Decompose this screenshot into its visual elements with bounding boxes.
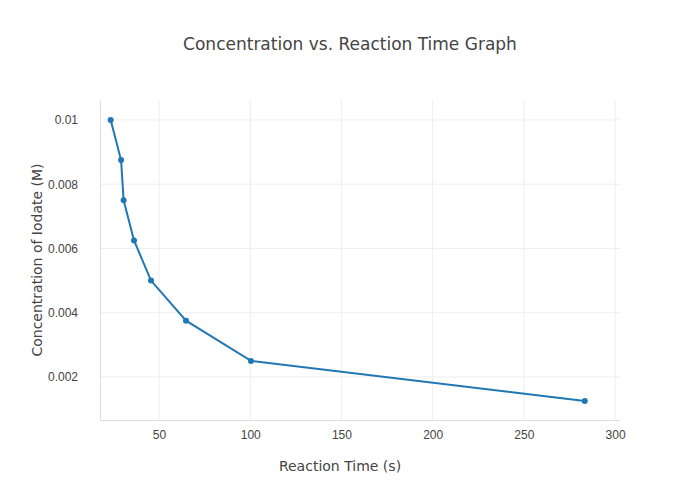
- y-tick-label: 0.004: [48, 306, 78, 320]
- data-point: [131, 237, 137, 243]
- x-tick: 300: [606, 420, 626, 442]
- x-axis: 50 100 150 200 250 300: [101, 420, 626, 442]
- x-tick: 50: [153, 420, 167, 442]
- data-point: [582, 398, 588, 404]
- x-tick: 250: [514, 420, 534, 442]
- grid-line-y: [100, 248, 620, 249]
- x-tick: 100: [241, 420, 261, 442]
- y-tick: 0.01: [55, 113, 100, 127]
- x-tick-label: 150: [332, 428, 352, 442]
- y-axis-title: Concentration of Iodate (M): [29, 163, 45, 356]
- y-axis: 0.002 0.004 0.006 0.008 0.01: [48, 101, 101, 421]
- grid-line-y: [100, 376, 620, 377]
- y-tick-label: 0.008: [48, 178, 78, 192]
- data-point: [118, 157, 124, 163]
- y-tick: 0.006: [48, 242, 100, 256]
- x-tick-label: 300: [606, 428, 626, 442]
- plot-area: [108, 117, 588, 404]
- grid-line-x: [250, 100, 251, 420]
- data-point: [183, 318, 189, 324]
- x-tick: 200: [423, 420, 443, 442]
- grid-line-x: [615, 100, 616, 420]
- grid-line-x: [523, 100, 524, 420]
- data-point: [121, 197, 127, 203]
- grid: [100, 100, 620, 420]
- grid-line-y: [100, 119, 620, 120]
- x-tick-label: 50: [153, 428, 167, 442]
- x-tick-label: 100: [241, 428, 261, 442]
- y-axis-line: [100, 101, 101, 421]
- y-tick: 0.002: [48, 370, 100, 384]
- chart-title: Concentration vs. Reaction Time Graph: [183, 34, 517, 54]
- data-point: [108, 117, 114, 123]
- x-tick: 150: [332, 420, 352, 442]
- data-line: [111, 120, 585, 401]
- chart: 501001502002503000.0020.0040.0060.0080.0…: [0, 0, 700, 500]
- x-axis-line: [101, 420, 621, 421]
- x-tick-label: 250: [514, 428, 534, 442]
- data-point: [248, 358, 254, 364]
- y-tick-label: 0.01: [55, 113, 79, 127]
- x-axis-title: Reaction Time (s): [279, 458, 401, 474]
- data-point: [148, 278, 154, 284]
- y-tick-label: 0.002: [48, 370, 78, 384]
- grid-line-x: [432, 100, 433, 420]
- grid-line-y: [100, 184, 620, 185]
- y-tick-label: 0.006: [48, 242, 78, 256]
- y-tick: 0.008: [48, 178, 100, 192]
- y-tick: 0.004: [48, 306, 100, 320]
- x-tick-label: 200: [423, 428, 443, 442]
- grid-line-x: [159, 100, 160, 420]
